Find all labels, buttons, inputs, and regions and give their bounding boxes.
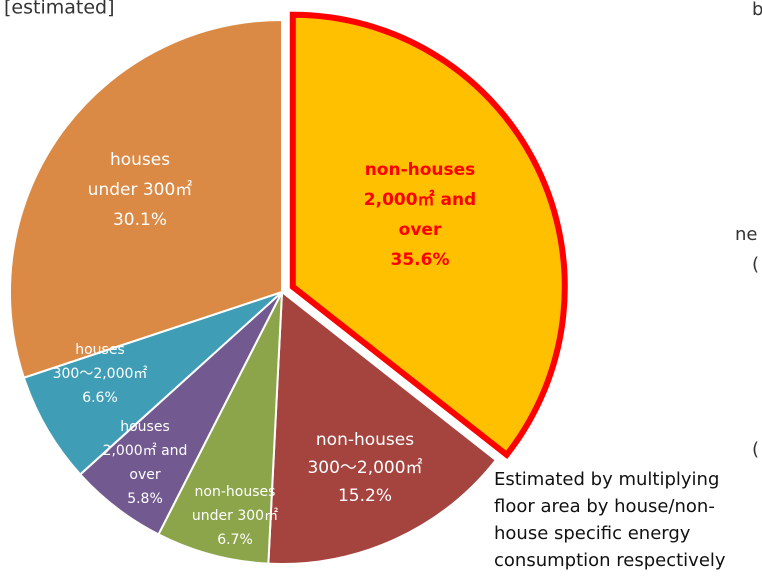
slice-label: houses (120, 419, 170, 435)
slice-label: 2,000㎡ and (364, 189, 476, 210)
slice-value-label: 15.2% (338, 486, 392, 506)
slice-label: under 300㎡ (88, 180, 193, 200)
slice-label: non-houses (195, 484, 276, 500)
annotation: floor area by house/non- (494, 496, 715, 517)
slice-label: non-houses (365, 160, 476, 180)
slice-label: 300～2,000㎡ (307, 458, 422, 478)
slice-value-label: 6.7% (217, 532, 253, 548)
cropped-text: ne (735, 224, 757, 245)
slice-label: under 300㎡ (192, 508, 278, 524)
slice-label: 300～2,000㎡ (53, 366, 148, 382)
annotation: Estimated by multiplying (494, 469, 719, 490)
slice-value-label: 35.6% (391, 250, 450, 270)
pie-slice (267, 290, 498, 565)
pie-slice (9, 18, 283, 379)
cropped-text: ( (752, 254, 759, 275)
pie-slice (22, 291, 283, 476)
annotation: house specific energy (494, 523, 691, 544)
slice-value-label: 6.6% (82, 390, 118, 406)
cropped-text: ( (752, 439, 759, 460)
slice-label: houses (75, 342, 125, 358)
pie-slice (289, 11, 568, 460)
annotation: consumption respectively (494, 550, 726, 571)
pie-slice (157, 291, 283, 565)
slice-label: over (399, 220, 442, 240)
slice-value-label: 5.8% (127, 491, 163, 507)
slice-label: 2,000㎡ and (103, 443, 188, 459)
cropped-text: b (752, 0, 762, 20)
slice-label: houses (110, 150, 170, 170)
slice-label: non-houses (316, 430, 414, 450)
slice-label: over (129, 467, 160, 483)
chart-title: [estimated] (4, 0, 115, 19)
slice-value-label: 30.1% (113, 210, 167, 230)
